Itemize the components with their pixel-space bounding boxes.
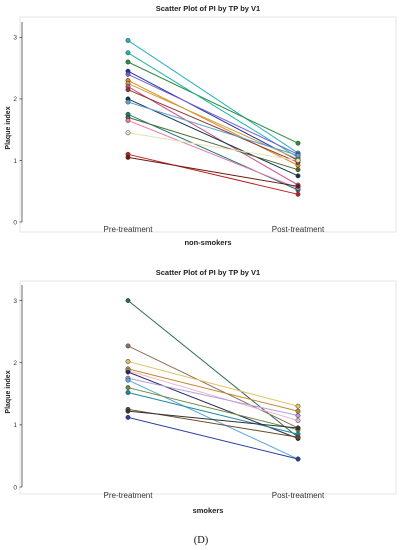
data-point	[125, 130, 131, 136]
series-lines	[125, 298, 301, 462]
data-point	[295, 418, 301, 423]
data-point	[295, 456, 301, 462]
chart-smokers: Scatter Plot of PI by TP by V1 Plaque in…	[5, 268, 397, 515]
chart-title: Scatter Plot of PI by TP by V1	[156, 4, 260, 13]
data-point	[125, 414, 131, 420]
data-point	[125, 385, 131, 391]
data-point	[125, 390, 131, 395]
data-point	[125, 358, 131, 364]
y-tick-label: 1	[13, 422, 17, 429]
series-line	[127, 61, 299, 144]
data-point	[125, 298, 131, 303]
data-point	[295, 183, 301, 189]
y-tick-label: 2	[13, 96, 17, 103]
data-point	[295, 408, 301, 414]
y-tick-label: 0	[13, 219, 17, 226]
series-line	[127, 98, 299, 177]
data-point	[125, 377, 131, 383]
series-line	[127, 377, 299, 417]
series-line	[127, 300, 299, 438]
series-line	[127, 387, 299, 431]
x-category-label: Pre-treatment	[104, 491, 154, 500]
chart-non-smokers: Scatter Plot of PI by TP by V1 Plaque in…	[5, 4, 397, 247]
data-point	[295, 173, 301, 179]
data-point	[125, 38, 131, 43]
series-line	[127, 116, 299, 171]
series-line	[127, 156, 299, 187]
y-tick-label: 2	[13, 360, 17, 367]
plot-frame	[19, 280, 397, 495]
series-line	[127, 70, 299, 161]
data-point	[295, 413, 301, 418]
y-tick-label: 0	[13, 484, 17, 491]
series-line	[127, 392, 299, 435]
series-line	[127, 370, 299, 421]
y-tick-label: 3	[13, 35, 17, 42]
series-line	[127, 345, 299, 429]
data-point	[125, 343, 131, 349]
figure-caption: (D)	[194, 535, 209, 546]
series-line	[127, 101, 299, 157]
data-point	[125, 118, 131, 123]
series-line	[127, 89, 299, 163]
y-tick-label: 1	[13, 158, 17, 165]
data-point	[125, 154, 131, 160]
x-category-label: Post-treatment	[272, 225, 325, 234]
series-line	[127, 73, 299, 155]
data-point	[125, 50, 131, 56]
x-axis-label: non-smokers	[184, 238, 231, 247]
series-line	[127, 368, 299, 412]
x-categories: Pre-treatment Post-treatment	[104, 491, 325, 500]
series-line	[127, 119, 299, 189]
plot-frame	[19, 16, 397, 233]
y-axis-label: Plaque index	[5, 370, 12, 413]
data-point	[125, 369, 131, 375]
data-point	[125, 71, 131, 77]
x-category-label: Post-treatment	[272, 491, 325, 500]
data-point	[125, 99, 131, 105]
x-category-label: Pre-treatment	[104, 225, 154, 234]
data-point	[295, 403, 301, 409]
data-point	[295, 158, 301, 163]
data-point	[125, 59, 131, 65]
y-ticks: 0 1 2 3	[13, 298, 22, 491]
series-line	[127, 360, 299, 407]
data-point	[295, 153, 301, 158]
y-ticks: 0 1 2 3	[13, 35, 22, 226]
series-line	[127, 86, 299, 186]
series-lines	[125, 38, 301, 197]
series-line	[127, 80, 299, 166]
x-categories: Pre-treatment Post-treatment	[104, 225, 325, 234]
data-point	[295, 425, 301, 431]
series-line	[127, 416, 299, 460]
data-point	[125, 408, 131, 414]
series-line	[127, 132, 299, 161]
data-point	[295, 191, 301, 197]
data-point	[295, 434, 301, 440]
data-point	[125, 87, 131, 93]
y-axis-label: Plaque index	[5, 106, 12, 149]
data-point	[295, 167, 301, 173]
series-line	[127, 40, 299, 154]
x-axis-label: smokers	[193, 506, 224, 515]
data-point	[295, 140, 301, 146]
chart-title: Scatter Plot of PI by TP by V1	[156, 268, 260, 277]
y-tick-label: 3	[13, 298, 17, 305]
series-line	[127, 410, 299, 429]
series-line	[127, 52, 299, 158]
series-line	[127, 153, 299, 195]
